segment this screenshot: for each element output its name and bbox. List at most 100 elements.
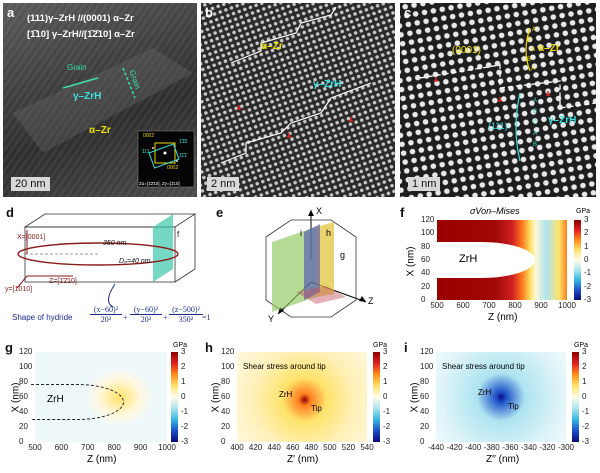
panel-g-unit: GPa [173,342,188,349]
y-tick-label: 0 [421,295,426,304]
y-tick-label: 60 [19,392,28,401]
stacking-seq-alpha-1: A [532,27,537,33]
colorbar-tick-label: 0 [582,392,587,401]
panel-i-colorbar [572,352,579,442]
stacking-seq-alpha-4: B [527,57,532,63]
alpha-zr-label: α–Zr [89,125,111,136]
y-tick-label: 0 [221,437,226,446]
fft-spot-4: 11̄1̄ [179,153,187,159]
panel-f-unit: GPa [576,208,591,215]
colorbar-tick-label: 3 [181,347,186,356]
panel-g-colorbar [171,352,178,442]
orientation-relation-2: [1̄10] γ–ZrH//[1̄2̄10] α–Zr [27,29,135,40]
panel-h-xlabel: Z′ (nm) [287,454,319,465]
colorbar-tick-label: -1 [584,268,592,278]
y-tick-label: 60 [221,392,230,401]
x-tick-label: 460 [286,443,300,452]
x-tick-label: 540 [360,443,374,452]
panel-i-unit: GPa [574,342,589,349]
x-tick-label: -340 [520,443,537,452]
x-tick-label: 420 [248,443,263,452]
y-tick-label: 80 [221,377,230,386]
panel-i-shear-map: i GPa Shear stress around tip ZrH Tip X … [402,338,598,470]
shear-field: Shear stress around tip ZrH Tip [436,352,566,442]
colorbar-tick-label: 3 [383,347,388,356]
colorbar-tick-label: 2 [584,228,589,238]
von-mises-field: ZrH [427,220,567,300]
gamma-zrh-label: γ–ZrH [73,91,102,102]
panel-h-unit: GPa [373,342,388,349]
y-tick-label: 20 [420,422,429,431]
eq-term-3: (z−500)² 350² [169,305,203,324]
x-tick-label: -300 [557,443,575,452]
eq-rhs: =1 [202,313,211,322]
stacking-seq-alpha-3: A [531,47,536,53]
x-tick-label: -380 [483,443,500,452]
panel-h-ylabel: X (nm) [210,382,222,413]
panel-f-von-mises-map: f σVon–Mises GPa ZrH X (nm) Z (nm) 500 60… [400,202,598,328]
stacking-seq-gamma-2: B [533,109,538,115]
panel-f-title: σVon–Mises [470,206,520,216]
panel-c-overlay [400,3,596,197]
panel-e-label: e [216,205,224,220]
stacking-seq-gamma-5: B [533,142,538,148]
colorbar-tick-label: -3 [383,437,391,446]
colorbar-tick-label: -2 [584,281,592,291]
x-tick-label: 800 [508,301,522,310]
colorbar-tick-label: -1 [181,407,189,416]
panel-h-title: Shear stress around tip [243,362,326,371]
axis-x: X [316,206,323,216]
y-tick-label: 60 [421,255,430,264]
x-tick-label: 900 [133,443,148,452]
x-tick-label: 700 [482,301,496,310]
eq-plus-2: + [163,313,168,322]
panel-e-prism-drawing [265,210,367,318]
zrh-label: ZrH [279,390,293,399]
y-tick-label: 20 [19,422,28,431]
colorbar-tick-label: -1 [582,407,590,416]
colorbar-tick-label: 0 [181,392,186,401]
x-tick-label: 1000 [558,301,576,310]
z-axis-label: Z=[1̄2̄10] [49,278,77,285]
y-tick-label: 100 [421,228,435,238]
plane-f-label: f [177,230,180,239]
eq-plus-1: + [123,313,128,322]
x-tick-label: 400 [230,443,244,452]
stacking-seq-alpha-2: B [527,37,532,43]
x-tick-label: 480 [304,443,318,452]
scale-bar: 1 nm [408,177,441,191]
colorbar-tick-label: 2 [582,362,587,371]
y-tick-label: 80 [420,377,429,386]
colorbar-tick-label: -3 [181,437,189,446]
y-tick-label: 60 [420,392,429,401]
hydride-length: 350 nm [103,240,127,247]
zrh-label: ZrH [47,394,64,405]
plane-111-label: (111) [488,121,508,131]
x-tick-label: -400 [465,443,482,452]
zrh-hydride-outline [31,384,124,420]
plane-g-label: g [340,250,346,260]
fft-spot-3: 1̄1̄0 [179,139,188,145]
zrh-hydride-region [427,242,535,278]
y-tick-label: 100 [19,362,33,371]
alpha-zr-label: α–Zr [538,43,560,54]
colorbar-tick-label: 1 [584,241,589,251]
panel-a-label: a [7,5,15,20]
colorbar-tick-label: 3 [584,215,589,224]
gamma-zrh-label: γ–ZrH [313,79,342,90]
panel-c-label: c [404,5,412,20]
x-tick-label: 500 [323,443,337,452]
panel-h-shear-map: h GPa Shear stress around tip ZrH Tip X … [203,338,399,470]
panel-b-overlay [201,3,395,197]
colorbar-tick-label: -2 [582,422,590,431]
colorbar-tick-label: -1 [383,407,391,416]
panel-i-label: i [404,340,408,355]
panel-c-hrtem-image: c (0001) A B A B A α–Zr (111) A B C A B … [400,3,596,197]
panel-d-box-drawing [16,213,197,308]
fft-spot-1: 0002 [143,133,155,139]
panel-b-hrtem-image: b α–Zr γ–ZrH 2 nm [201,3,395,197]
plane-0001-label: (0001) [452,45,481,56]
y-tick-label: 80 [19,377,28,386]
colorbar-tick-label: -3 [584,295,592,304]
panel-f-xlabel: Z (nm) [488,312,518,323]
